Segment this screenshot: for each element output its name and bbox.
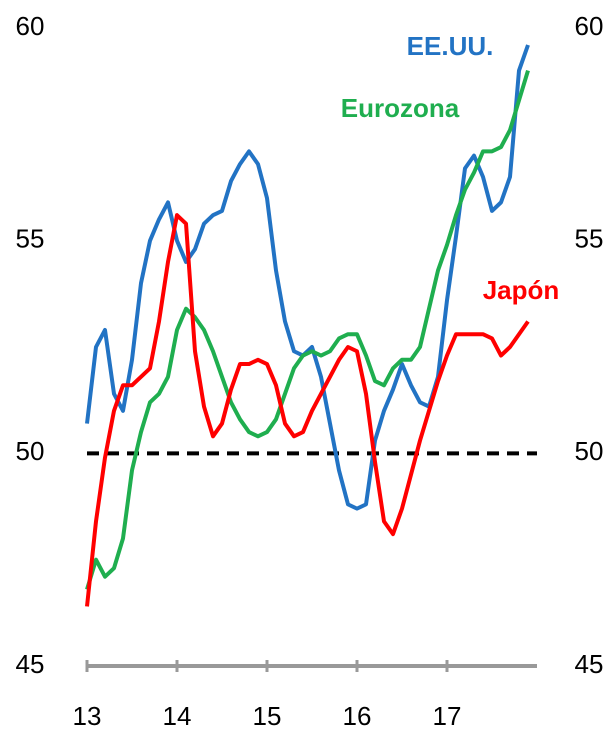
y2-tick-label: 60: [575, 11, 604, 41]
y-tick-label: 50: [16, 436, 45, 466]
series-label: Japón: [483, 275, 560, 305]
x-tick-label: 16: [343, 701, 372, 731]
x-tick-label: 13: [73, 701, 102, 731]
x-tick-label: 14: [163, 701, 192, 731]
x-tick-label: 15: [253, 701, 282, 731]
y-tick-label: 45: [16, 649, 45, 679]
series-line: [85, 44, 530, 511]
y2-tick-label: 45: [575, 649, 604, 679]
x-tick-label: 17: [433, 701, 462, 731]
y2-tick-label: 50: [575, 436, 604, 466]
series-label: Eurozona: [341, 93, 460, 123]
series-label: EE.UU.: [407, 31, 494, 61]
y-tick-label: 55: [16, 224, 45, 254]
y2-tick-label: 55: [575, 224, 604, 254]
series-line: [85, 213, 530, 607]
y-tick-label: 60: [16, 11, 45, 41]
series-line: [85, 69, 530, 591]
